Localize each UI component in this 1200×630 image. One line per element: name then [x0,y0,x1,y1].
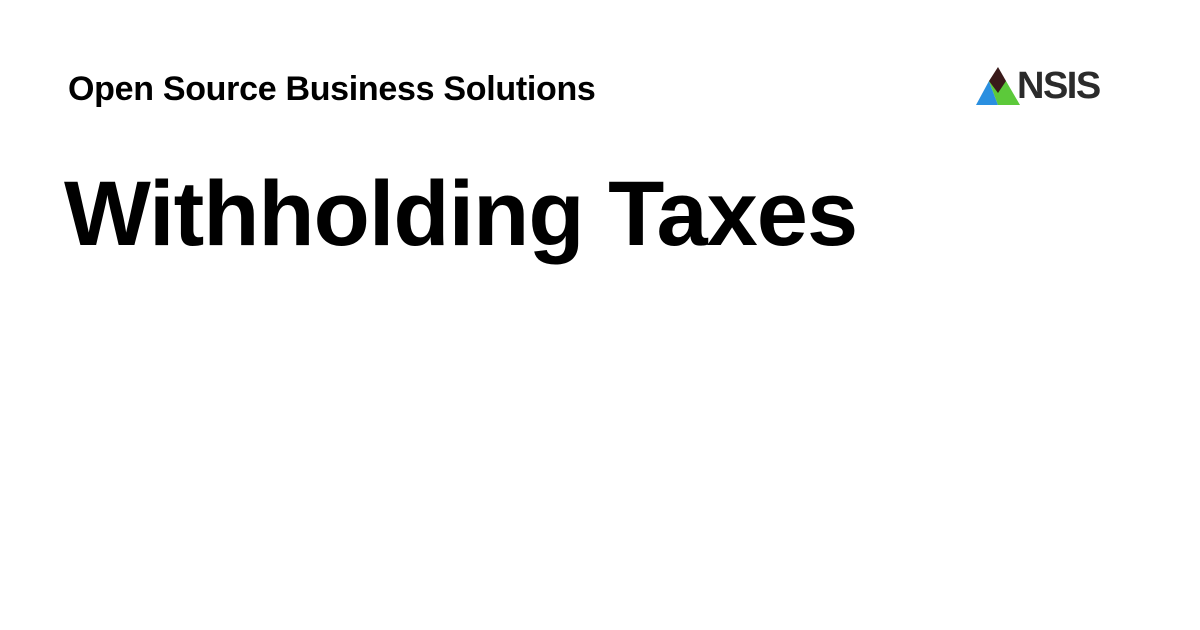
page-title: Withholding Taxes [64,163,858,265]
logo-text: NSIS [1017,65,1101,107]
brand-logo[interactable]: NSIS [976,66,1116,106]
site-name: Open Source Business Solutions [68,70,596,108]
brand-logo-icon [976,67,1020,105]
